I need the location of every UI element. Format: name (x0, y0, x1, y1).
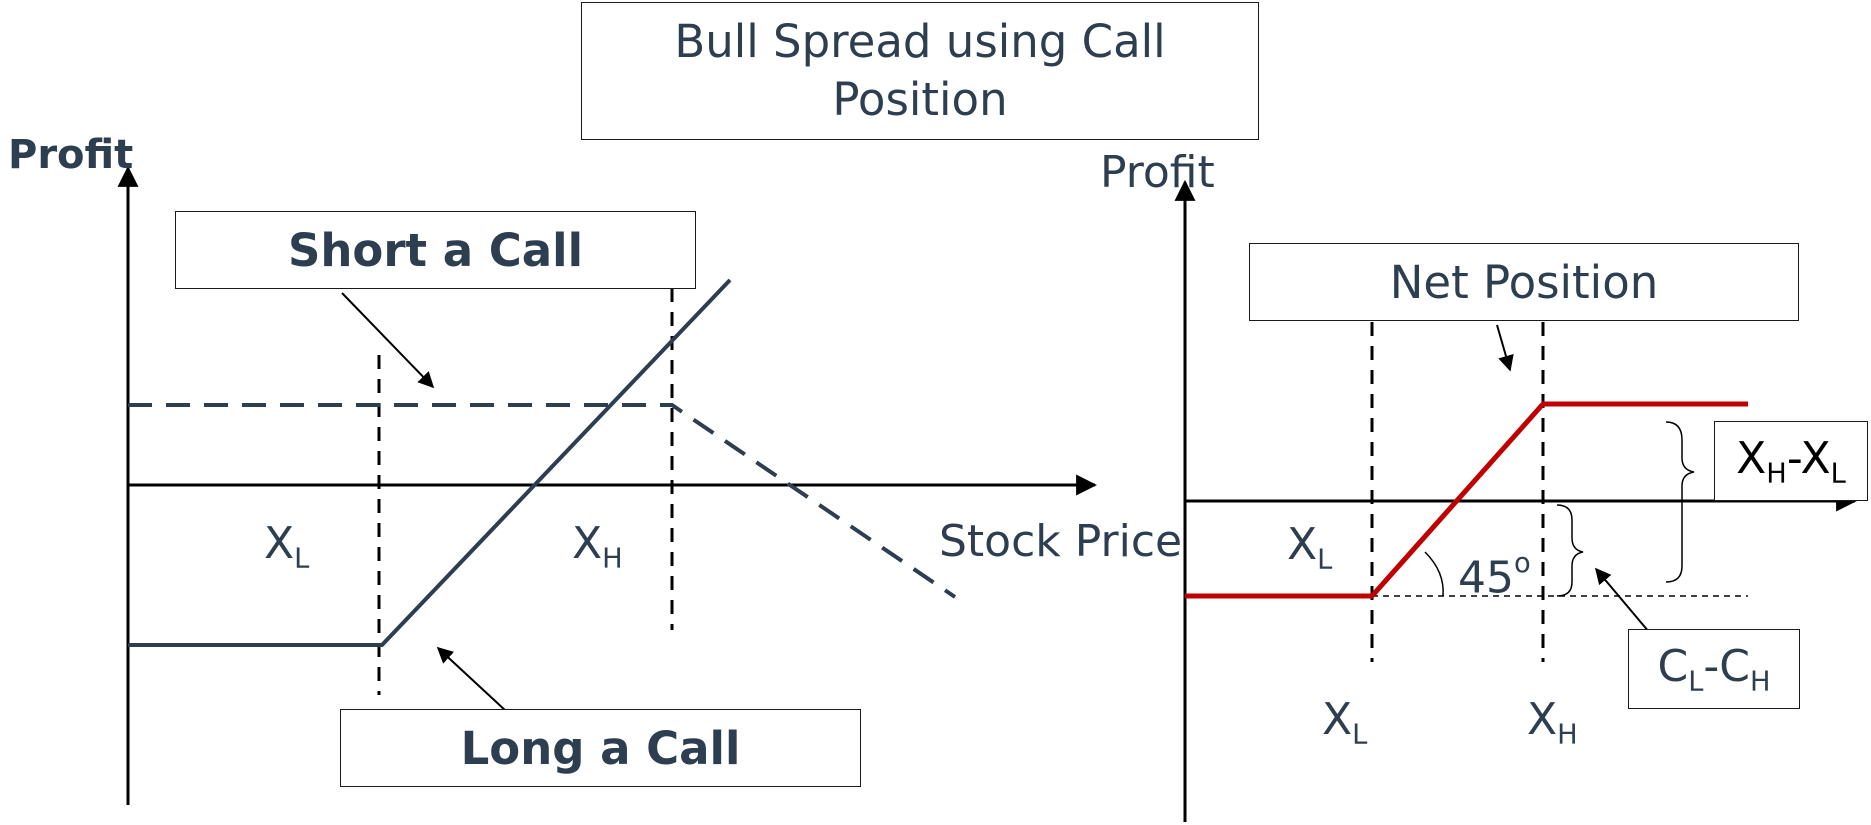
cost-a-sub: L (1688, 666, 1704, 698)
left-xl-label: XL (264, 522, 309, 573)
long-call-pointer (436, 646, 507, 712)
short-call-label: Short a Call (287, 223, 583, 277)
range-box: XH-XL (1714, 421, 1868, 501)
right-xh-lower-label: XH (1527, 698, 1578, 749)
range-b-sub: L (1830, 458, 1846, 490)
right-xl-upper-label: XL (1287, 523, 1332, 574)
angle-label: 45o (1458, 550, 1531, 600)
right-xl-upper-base: X (1287, 519, 1318, 570)
cost-label: CL-CH (1657, 641, 1770, 698)
long-call-label: Long a Call (460, 721, 741, 775)
right-y-axis-label: Profit (1100, 147, 1215, 198)
right-xh-lower-base: X (1527, 694, 1558, 745)
right-xl-upper-sub: L (1317, 544, 1333, 576)
short-call-line (128, 403, 957, 599)
range-label: XH-XL (1736, 433, 1846, 490)
left-xh-base: X (572, 518, 603, 569)
range-a: X (1736, 432, 1767, 484)
net-position-pointer (1496, 324, 1514, 372)
right-xh-lower-sub: H (1557, 719, 1578, 751)
left-xl-base: X (264, 518, 295, 569)
angle-arc (1424, 551, 1444, 597)
title-line-2: Position (832, 73, 1008, 126)
left-xl-sub: L (294, 543, 310, 575)
title-box: Bull Spread using Call Position (581, 2, 1259, 140)
cost-box: CL-CH (1628, 629, 1800, 709)
left-xh-label: XH (572, 522, 623, 573)
cost-a: C (1657, 640, 1689, 692)
angle-degree: o (1514, 548, 1531, 579)
left-y-axis-label: Profit (8, 132, 134, 178)
short-call-pointer (341, 292, 435, 389)
right-xl-lower-sub: L (1352, 719, 1368, 751)
cost-brace (1556, 504, 1584, 597)
range-dash: - (1786, 432, 1801, 484)
angle-value: 45 (1458, 552, 1514, 604)
net-position-box: Net Position (1249, 243, 1799, 321)
title-line-1: Bull Spread using Call (674, 15, 1166, 69)
left-xh-sub: H (602, 543, 623, 575)
long-call-line (128, 278, 732, 647)
cost-dash: - (1703, 640, 1720, 692)
range-a-sub: H (1766, 458, 1787, 490)
right-xl-lower-base: X (1322, 694, 1353, 745)
net-position-line (1185, 401, 1748, 599)
cost-b-sub: H (1750, 666, 1771, 698)
range-brace (1665, 421, 1695, 583)
long-call-box: Long a Call (340, 709, 861, 787)
net-position-label: Net Position (1389, 255, 1659, 309)
short-call-box: Short a Call (175, 211, 696, 289)
right-xl-lower-label: XL (1322, 698, 1367, 749)
range-b: X (1800, 432, 1831, 484)
x-axis-label: Stock Price (939, 516, 1183, 567)
cost-b: C (1719, 640, 1751, 692)
